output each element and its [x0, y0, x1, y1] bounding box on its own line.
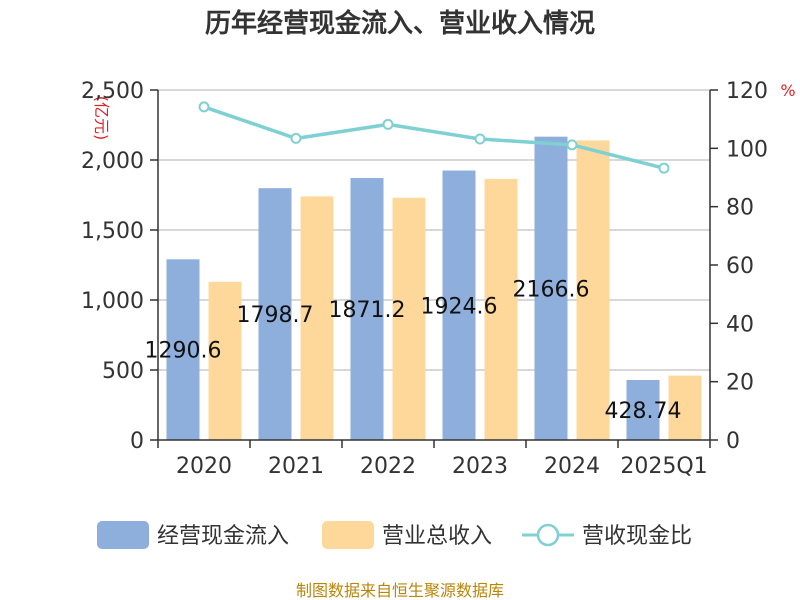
line-point	[382, 118, 394, 130]
left-tick-label: 2,500	[81, 79, 144, 104]
right-tick-label: 20	[726, 371, 754, 396]
data-label: 1290.6	[145, 339, 222, 364]
right-tick-label: 120	[726, 79, 768, 104]
gridlines	[158, 89, 710, 371]
source-note: 制图数据来自恒生聚源数据库	[296, 581, 504, 600]
line-point	[290, 132, 302, 144]
bar-revenue	[208, 281, 242, 440]
bar-revenue	[668, 375, 702, 440]
legend-label-ratio: 营收现金比	[582, 524, 692, 549]
x-tick-label: 2024	[544, 454, 600, 479]
x-tick-label: 2023	[452, 454, 508, 479]
legend: 经营现金流入 营业总收入 营收现金比	[97, 521, 692, 549]
line-point	[198, 101, 210, 113]
bar-revenue	[576, 140, 610, 440]
x-tick-label: 2021	[268, 454, 324, 479]
bar-revenue	[392, 197, 426, 440]
data-label: 1871.2	[329, 298, 406, 323]
axes-group: 0 500 1,000 1,500 2,000 2,500 0 20 40 60 80 100 120 2…	[81, 79, 768, 479]
right-tick-label: 0	[726, 429, 740, 454]
line-point	[566, 139, 578, 151]
x-tick-label: 2022	[360, 454, 416, 479]
data-label: 2166.6	[513, 277, 590, 302]
bar-cash-inflow	[442, 170, 476, 440]
bar-cash-inflow	[626, 379, 660, 440]
x-tick-label: 2025Q1	[620, 454, 707, 479]
bar-cash-inflow	[166, 259, 200, 440]
legend-swatch-cash-inflow	[97, 521, 149, 549]
legend-swatch-ratio-marker	[536, 523, 560, 547]
data-label: 1924.6	[421, 294, 498, 319]
left-tick-label: 2,000	[81, 149, 144, 174]
legend-label-cash-inflow: 经营现金流入	[157, 524, 289, 549]
left-tick-label: 1,000	[81, 289, 144, 314]
bar-revenue	[300, 196, 334, 440]
line-series	[203, 105, 665, 170]
legend-label-revenue: 营业总收入	[382, 524, 492, 549]
line-series-group	[198, 101, 670, 174]
bar-cash-inflow	[258, 188, 292, 440]
left-tick-label: 500	[102, 359, 144, 384]
legend-swatch-revenue	[322, 521, 374, 549]
left-axis-unit: (亿元)	[92, 96, 111, 141]
bar-revenue	[484, 178, 518, 440]
line-point	[658, 162, 670, 174]
left-tick-label: 1,500	[81, 219, 144, 244]
bar-cash-inflow	[534, 136, 568, 440]
bars-group	[166, 136, 702, 441]
bar-cash-inflow	[350, 178, 384, 441]
right-tick-label: 80	[726, 196, 754, 221]
x-tick-label: 2020	[176, 454, 232, 479]
data-label: 1798.7	[237, 303, 314, 328]
right-axis-unit: %	[780, 81, 795, 100]
line-point	[474, 133, 486, 145]
chart-title: 历年经营现金流入、营业收入情况	[205, 8, 595, 39]
right-tick-label: 60	[726, 254, 754, 279]
data-label: 428.74	[605, 399, 682, 424]
right-tick-label: 40	[726, 312, 754, 337]
left-tick-label: 0	[130, 429, 144, 454]
data-labels-group: 1290.6 1798.7 1871.2 1924.6 2166.6 428.74	[145, 277, 682, 424]
right-tick-label: 100	[726, 137, 768, 162]
